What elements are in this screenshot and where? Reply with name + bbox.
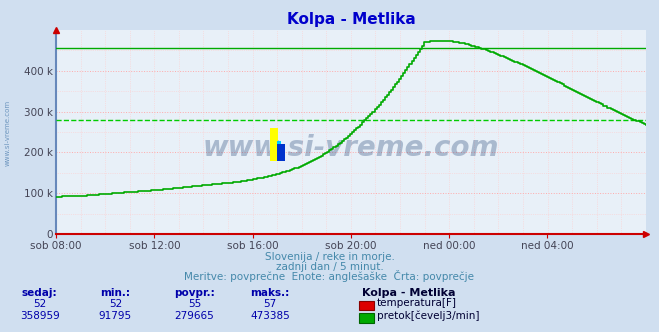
Text: pretok[čevelj3/min]: pretok[čevelj3/min] (377, 310, 480, 321)
Text: maks.:: maks.: (250, 288, 290, 298)
Bar (277, 144, 285, 161)
Text: temperatura[F]: temperatura[F] (377, 298, 457, 308)
Text: 55: 55 (188, 299, 201, 309)
Text: www.si-vreme.com: www.si-vreme.com (5, 100, 11, 166)
Bar (270, 128, 278, 161)
Text: povpr.:: povpr.: (174, 288, 215, 298)
Text: 91795: 91795 (99, 311, 132, 321)
Text: 57: 57 (264, 299, 277, 309)
Text: 52: 52 (109, 299, 122, 309)
Title: Kolpa - Metlika: Kolpa - Metlika (287, 12, 415, 27)
Text: Meritve: povprečne  Enote: anglešaške  Črta: povprečje: Meritve: povprečne Enote: anglešaške Črt… (185, 270, 474, 282)
Text: 52: 52 (33, 299, 46, 309)
Text: 358959: 358959 (20, 311, 59, 321)
Text: sedaj:: sedaj: (22, 288, 57, 298)
Text: Slovenija / reke in morje.: Slovenija / reke in morje. (264, 252, 395, 262)
Text: 279665: 279665 (175, 311, 214, 321)
Text: Kolpa - Metlika: Kolpa - Metlika (362, 288, 456, 298)
Text: www.si-vreme.com: www.si-vreme.com (203, 134, 499, 162)
Text: zadnji dan / 5 minut.: zadnji dan / 5 minut. (275, 262, 384, 272)
Text: 473385: 473385 (250, 311, 290, 321)
Bar (277, 141, 281, 161)
Text: min.:: min.: (100, 288, 130, 298)
